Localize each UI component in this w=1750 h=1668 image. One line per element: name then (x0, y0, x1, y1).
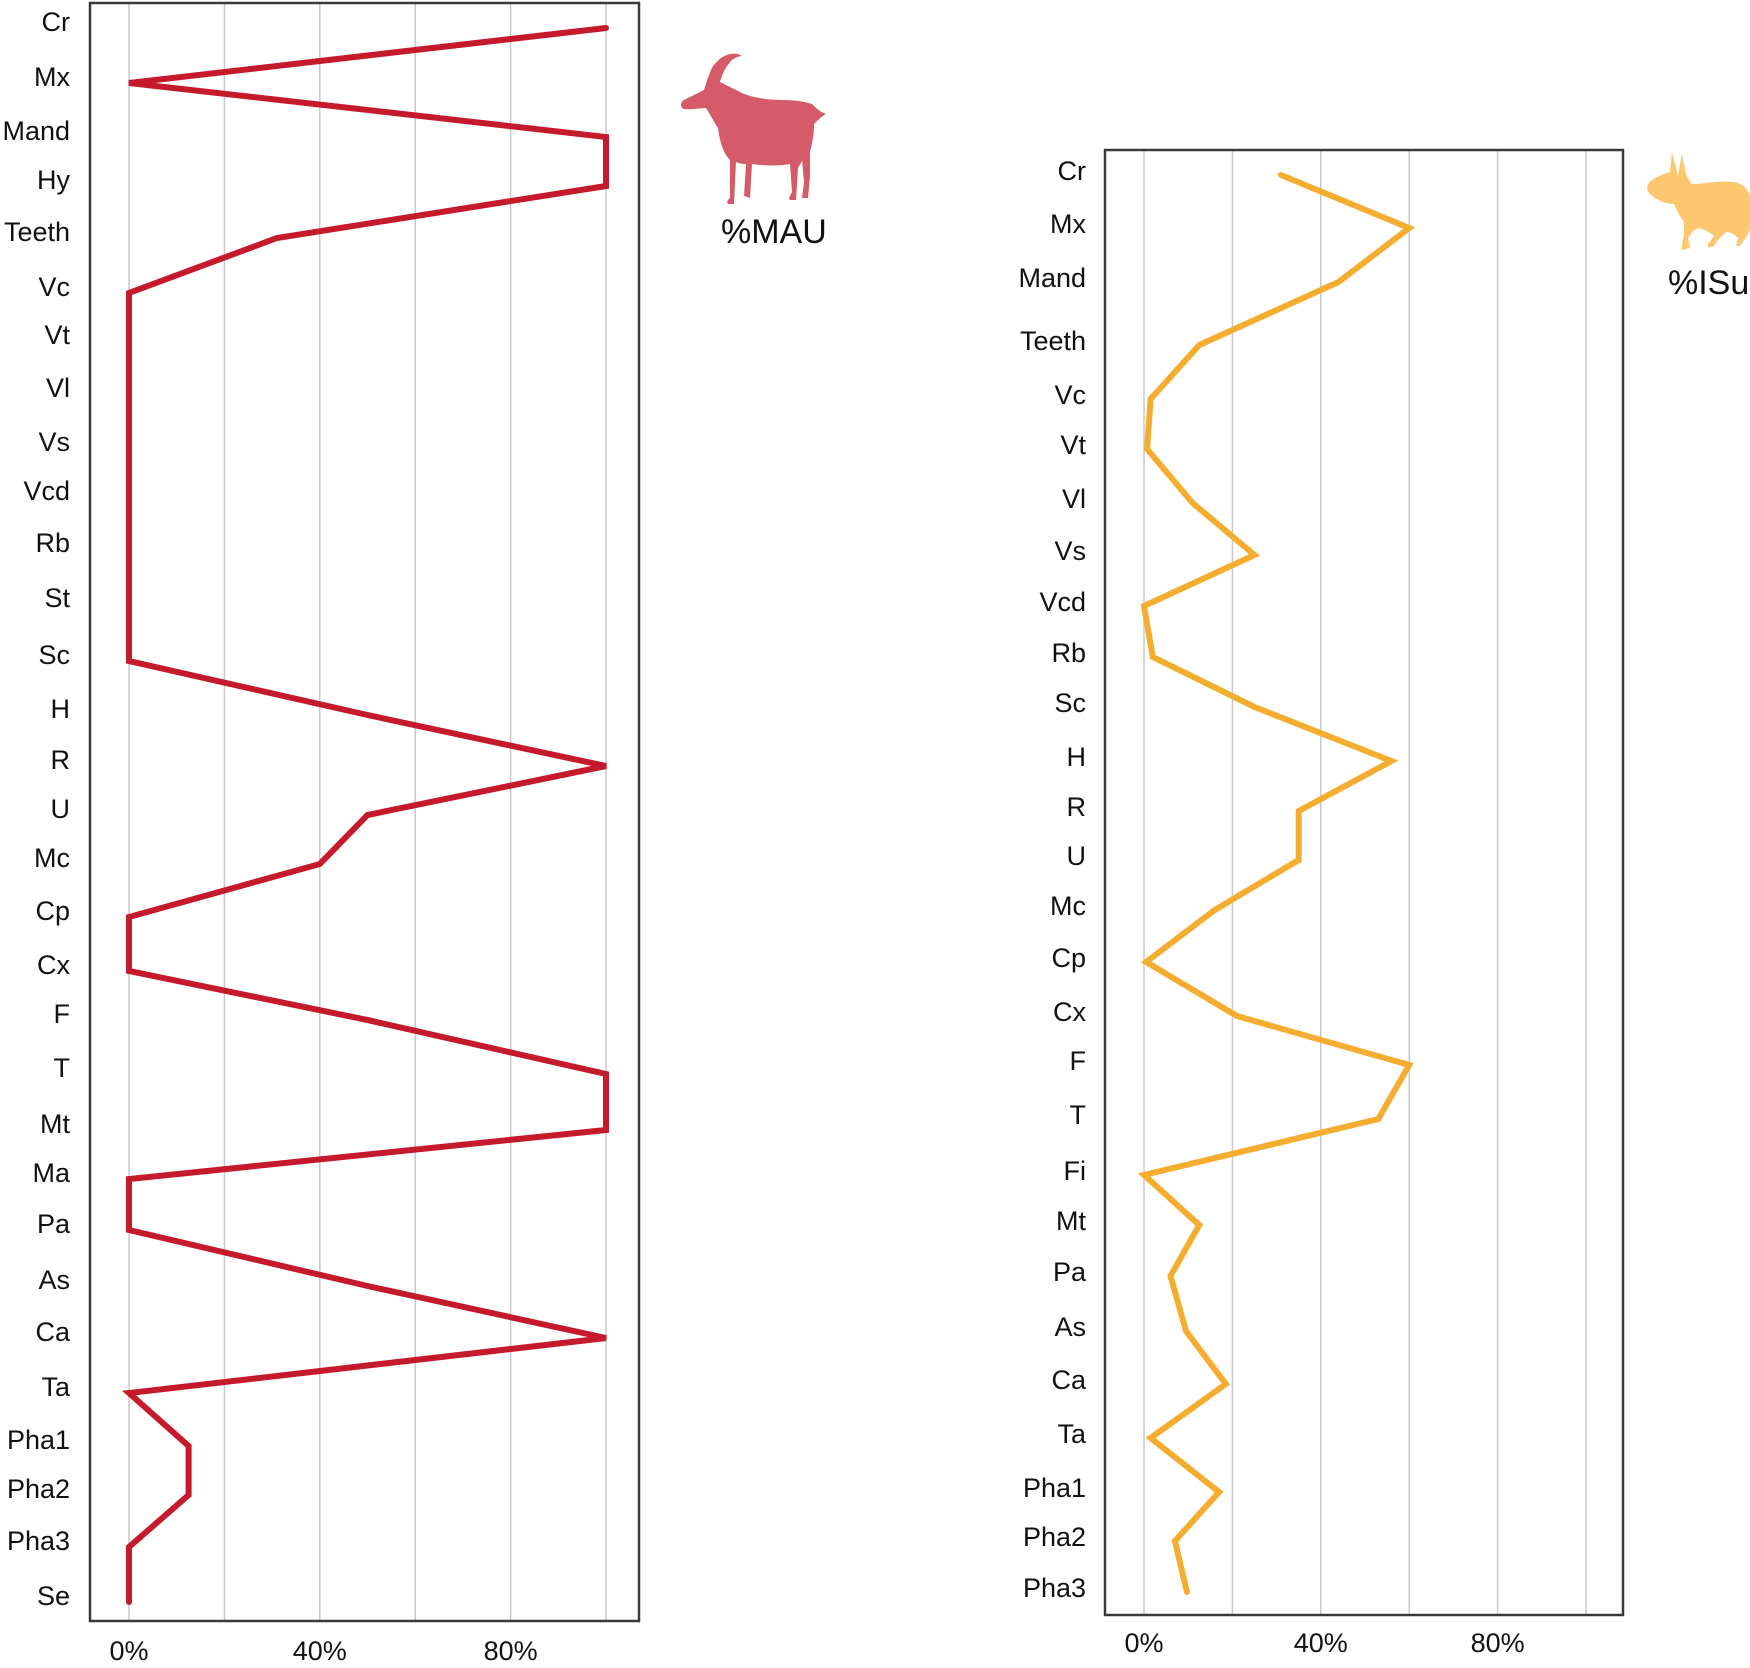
category-label: Vc (38, 272, 70, 302)
category-label: Vcd (23, 476, 70, 506)
category-label: Mt (40, 1109, 70, 1139)
category-label: Mx (1050, 209, 1086, 239)
x-tick-label: 40% (293, 1636, 347, 1663)
category-label: Vl (1062, 484, 1086, 514)
category-label: Cp (35, 896, 70, 926)
category-label: Cr (42, 7, 71, 37)
category-label: T (1070, 1100, 1087, 1130)
category-label: Mx (34, 62, 70, 92)
category-label: U (1067, 841, 1087, 871)
category-label: Vc (1054, 380, 1086, 410)
category-label: Pa (37, 1209, 71, 1239)
category-label: Pha2 (7, 1474, 70, 1504)
category-label: Pha3 (1023, 1573, 1086, 1603)
x-tick-label: 40% (1294, 1628, 1348, 1658)
category-label: Sc (38, 640, 70, 670)
category-label: Cp (1051, 943, 1086, 973)
hare-icon (1647, 152, 1750, 250)
category-label: Vl (46, 373, 70, 403)
x-tick-label: 0% (109, 1636, 148, 1663)
category-label: Fi (1064, 1156, 1087, 1186)
category-label: Pha2 (1023, 1522, 1086, 1552)
category-label: Teeth (4, 217, 70, 247)
category-label: Rb (35, 528, 70, 558)
goat-icon (681, 53, 826, 205)
legend-label-mau: %MAU (721, 213, 827, 251)
plot-frame (1103, 148, 1625, 1617)
category-label: Mand (1018, 263, 1086, 293)
data-series-line (1137, 172, 1416, 1595)
category-label: Mc (34, 843, 70, 873)
category-label: U (51, 794, 71, 824)
plot-frame (88, 1, 641, 1623)
category-label: Teeth (1020, 326, 1086, 356)
category-label: Pa (1053, 1257, 1087, 1287)
category-label: Vt (44, 320, 70, 350)
category-label: Ca (35, 1317, 70, 1347)
category-label: Vs (38, 427, 70, 457)
category-label: Cr (1058, 156, 1087, 186)
legend-label-isu: %ISu (1668, 264, 1749, 302)
category-label: H (1067, 742, 1087, 772)
category-label: Cx (37, 950, 70, 980)
category-label: Mt (1056, 1206, 1086, 1236)
category-label: Vt (1060, 430, 1086, 460)
category-label: Ta (41, 1372, 71, 1402)
x-tick-label: 80% (484, 1636, 538, 1663)
category-label: H (51, 694, 71, 724)
category-label: Mc (1050, 891, 1086, 921)
category-label: St (44, 583, 70, 613)
category-label: As (1054, 1312, 1086, 1342)
category-label: R (51, 745, 71, 775)
category-label: Pha1 (1023, 1473, 1086, 1503)
x-tick-label: 0% (1124, 1628, 1163, 1658)
right-chart-isu: Cr Mx Mand Teeth Vc Vt Vl Vs Vcd Rb Sc HRU Mc Cp Cx FTF… (1018, 148, 1625, 1658)
category-label: Ca (1051, 1365, 1086, 1395)
category-label: Se (37, 1581, 70, 1611)
category-label: Vcd (1039, 587, 1086, 617)
x-tick-label: 80% (1471, 1628, 1525, 1658)
category-label: Cx (1053, 997, 1086, 1027)
category-label: Rb (1051, 638, 1086, 668)
category-label: Vs (1054, 536, 1086, 566)
category-label: F (54, 999, 71, 1029)
category-label: Hy (37, 165, 70, 195)
category-label: Sc (1054, 688, 1086, 718)
category-label: T (54, 1053, 71, 1083)
left-chart-mau: Cr Mx Mand Hy Teeth Vc Vt Vl Vs Vcd Rb St Sc HRU Mc Cp C… (2, 1, 641, 1666)
category-label: F (1070, 1046, 1087, 1076)
category-label: Pha3 (7, 1526, 70, 1556)
data-series-line (121, 25, 609, 1605)
category-label: R (1067, 792, 1087, 822)
category-label: Pha1 (7, 1425, 70, 1455)
category-label: Ma (32, 1158, 70, 1188)
category-label: Mand (2, 116, 70, 146)
category-label: As (38, 1265, 70, 1295)
category-label: Ta (1057, 1419, 1087, 1449)
